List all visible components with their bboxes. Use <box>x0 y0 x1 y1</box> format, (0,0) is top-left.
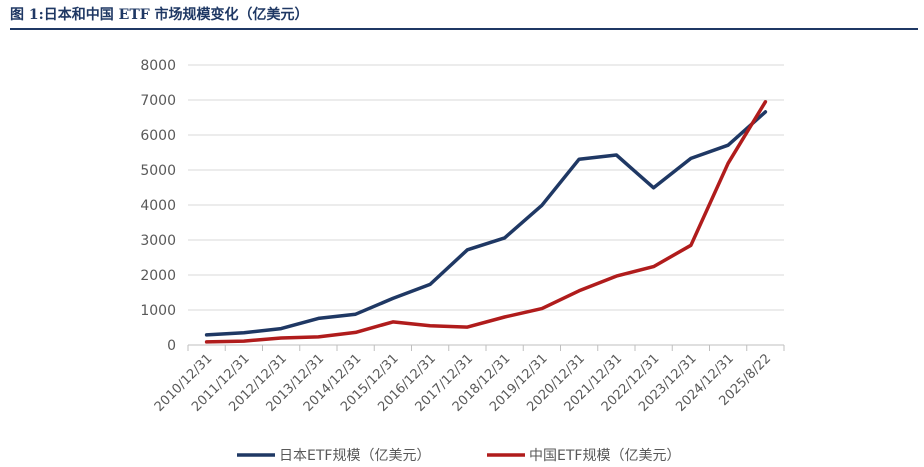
y-tick-label: 3000 <box>140 233 176 249</box>
china-etf-line <box>204 100 768 344</box>
y-axis: 0 1000 2000 3000 4000 5000 6000 7000 8000 <box>140 58 176 354</box>
legend-label-japan: 日本ETF规模（亿美元） <box>279 448 430 464</box>
figure-title: 图 1:日本和中国 ETF 市场规模变化（亿美元） <box>10 7 309 23</box>
legend: 日本ETF规模（亿美元） 中国ETF规模（亿美元） <box>237 448 680 464</box>
y-tick-label: 5000 <box>140 163 176 179</box>
title-divider <box>10 28 918 30</box>
y-tick-label: 8000 <box>140 58 176 74</box>
y-tick-label: 7000 <box>140 93 176 109</box>
x-axis: 2010/12/312011/12/312012/12/312013/12/31… <box>152 344 785 415</box>
japan-etf-line <box>204 110 768 337</box>
y-tick-label: 6000 <box>140 128 176 144</box>
y-tick-label: 2000 <box>140 268 176 284</box>
series-lines <box>204 100 768 344</box>
y-tick-label: 4000 <box>140 198 176 214</box>
y-tick-label: 1000 <box>140 303 176 319</box>
grid-lines <box>188 64 784 311</box>
legend-label-china: 中国ETF规模（亿美元） <box>529 448 680 464</box>
y-tick-label: 0 <box>167 338 176 354</box>
